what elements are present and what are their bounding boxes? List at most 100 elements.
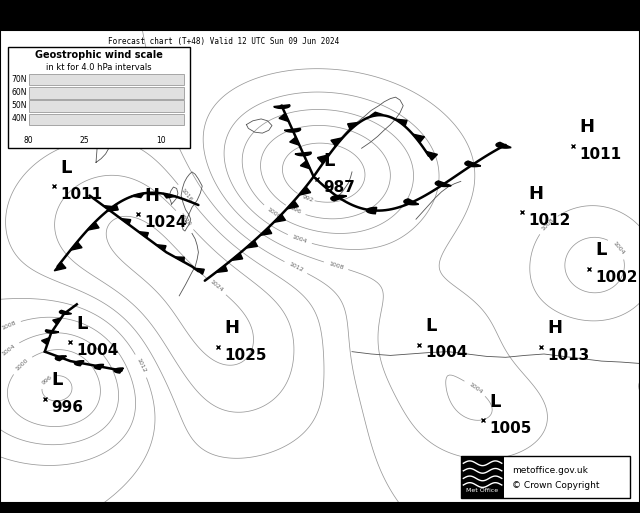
Text: 1025: 1025	[224, 348, 266, 363]
Bar	[29, 101, 184, 112]
Polygon shape	[396, 119, 407, 126]
Text: 1024: 1024	[209, 280, 224, 293]
Polygon shape	[175, 257, 184, 262]
Text: 1004: 1004	[1, 343, 16, 357]
Text: Geostrophic wind scale: Geostrophic wind scale	[35, 50, 163, 61]
Text: H: H	[547, 320, 562, 338]
Text: 1024: 1024	[144, 215, 186, 230]
Polygon shape	[195, 268, 204, 274]
Text: 1012: 1012	[528, 213, 570, 228]
Polygon shape	[87, 222, 99, 230]
Bar	[461, 456, 504, 498]
Polygon shape	[426, 151, 437, 160]
Polygon shape	[279, 113, 289, 122]
Polygon shape	[70, 242, 82, 250]
Text: 992: 992	[301, 194, 314, 203]
Polygon shape	[114, 368, 124, 373]
Polygon shape	[156, 245, 166, 251]
FancyBboxPatch shape	[8, 47, 190, 148]
Polygon shape	[348, 122, 359, 130]
Polygon shape	[94, 364, 104, 369]
Polygon shape	[404, 199, 419, 205]
Polygon shape	[42, 338, 49, 345]
Text: 996: 996	[41, 374, 53, 385]
Polygon shape	[45, 330, 59, 333]
Text: H: H	[144, 187, 159, 205]
Polygon shape	[216, 265, 227, 272]
Text: 1000: 1000	[15, 358, 29, 372]
Polygon shape	[138, 231, 148, 238]
Polygon shape	[367, 207, 377, 214]
Polygon shape	[435, 181, 451, 187]
Polygon shape	[60, 310, 72, 314]
Text: metoffice.gov.uk: metoffice.gov.uk	[512, 466, 588, 475]
Bar	[461, 456, 630, 498]
Text: 1011: 1011	[61, 187, 103, 202]
Polygon shape	[299, 187, 310, 195]
Text: L: L	[51, 371, 63, 389]
Polygon shape	[107, 204, 118, 211]
Text: 40: 40	[44, 76, 54, 85]
Polygon shape	[290, 137, 300, 145]
Text: H: H	[224, 320, 239, 338]
Text: 1008: 1008	[541, 217, 555, 232]
Polygon shape	[465, 161, 481, 167]
Bar	[29, 87, 184, 98]
Polygon shape	[246, 241, 257, 248]
Text: 1004: 1004	[467, 382, 483, 394]
Text: 1012: 1012	[288, 262, 304, 273]
Text: 1012: 1012	[136, 358, 147, 374]
Text: 1004: 1004	[291, 234, 308, 245]
Text: 1013: 1013	[547, 348, 589, 363]
Polygon shape	[74, 361, 84, 366]
Bar	[29, 114, 184, 125]
Text: 70N: 70N	[12, 75, 27, 84]
Text: L: L	[426, 317, 437, 335]
Text: L: L	[323, 151, 335, 169]
Polygon shape	[55, 356, 67, 361]
Text: 25: 25	[79, 136, 90, 145]
Polygon shape	[52, 318, 61, 324]
Polygon shape	[300, 161, 310, 169]
Text: 987: 987	[323, 180, 355, 195]
Text: 80: 80	[24, 136, 34, 145]
Text: 60N: 60N	[12, 88, 27, 97]
Polygon shape	[274, 214, 285, 222]
Polygon shape	[413, 134, 424, 143]
Polygon shape	[163, 193, 176, 198]
Polygon shape	[287, 201, 298, 209]
Text: 1008: 1008	[328, 261, 344, 270]
Polygon shape	[331, 137, 342, 146]
Polygon shape	[121, 219, 131, 225]
Text: in kt for 4.0 hPa intervals: in kt for 4.0 hPa intervals	[46, 63, 152, 72]
Text: 10: 10	[156, 136, 166, 145]
Text: L: L	[77, 314, 88, 333]
Polygon shape	[274, 105, 290, 108]
Polygon shape	[331, 195, 347, 201]
Text: L: L	[61, 159, 72, 176]
Polygon shape	[295, 152, 311, 156]
Polygon shape	[317, 155, 329, 164]
Polygon shape	[496, 142, 511, 148]
Bar	[29, 74, 184, 85]
Polygon shape	[260, 228, 272, 235]
Text: Met Office: Met Office	[467, 487, 499, 492]
Text: 15: 15	[83, 76, 93, 85]
Text: L: L	[490, 393, 501, 411]
Polygon shape	[103, 206, 113, 212]
Text: 1002: 1002	[595, 270, 637, 285]
Text: 1005: 1005	[490, 421, 532, 436]
Text: 996: 996	[289, 206, 302, 215]
Text: 996: 996	[51, 400, 83, 415]
Text: 1011: 1011	[579, 147, 621, 162]
Text: H: H	[528, 185, 543, 203]
Text: 1004: 1004	[426, 345, 468, 361]
Text: 1004: 1004	[77, 343, 119, 358]
Text: H: H	[579, 119, 594, 136]
Text: 1016: 1016	[179, 187, 193, 202]
Text: L: L	[595, 242, 607, 260]
Text: 1020: 1020	[177, 212, 192, 227]
Text: © Crown Copyright: © Crown Copyright	[512, 481, 600, 490]
Polygon shape	[284, 128, 301, 132]
Text: 40N: 40N	[12, 114, 27, 124]
